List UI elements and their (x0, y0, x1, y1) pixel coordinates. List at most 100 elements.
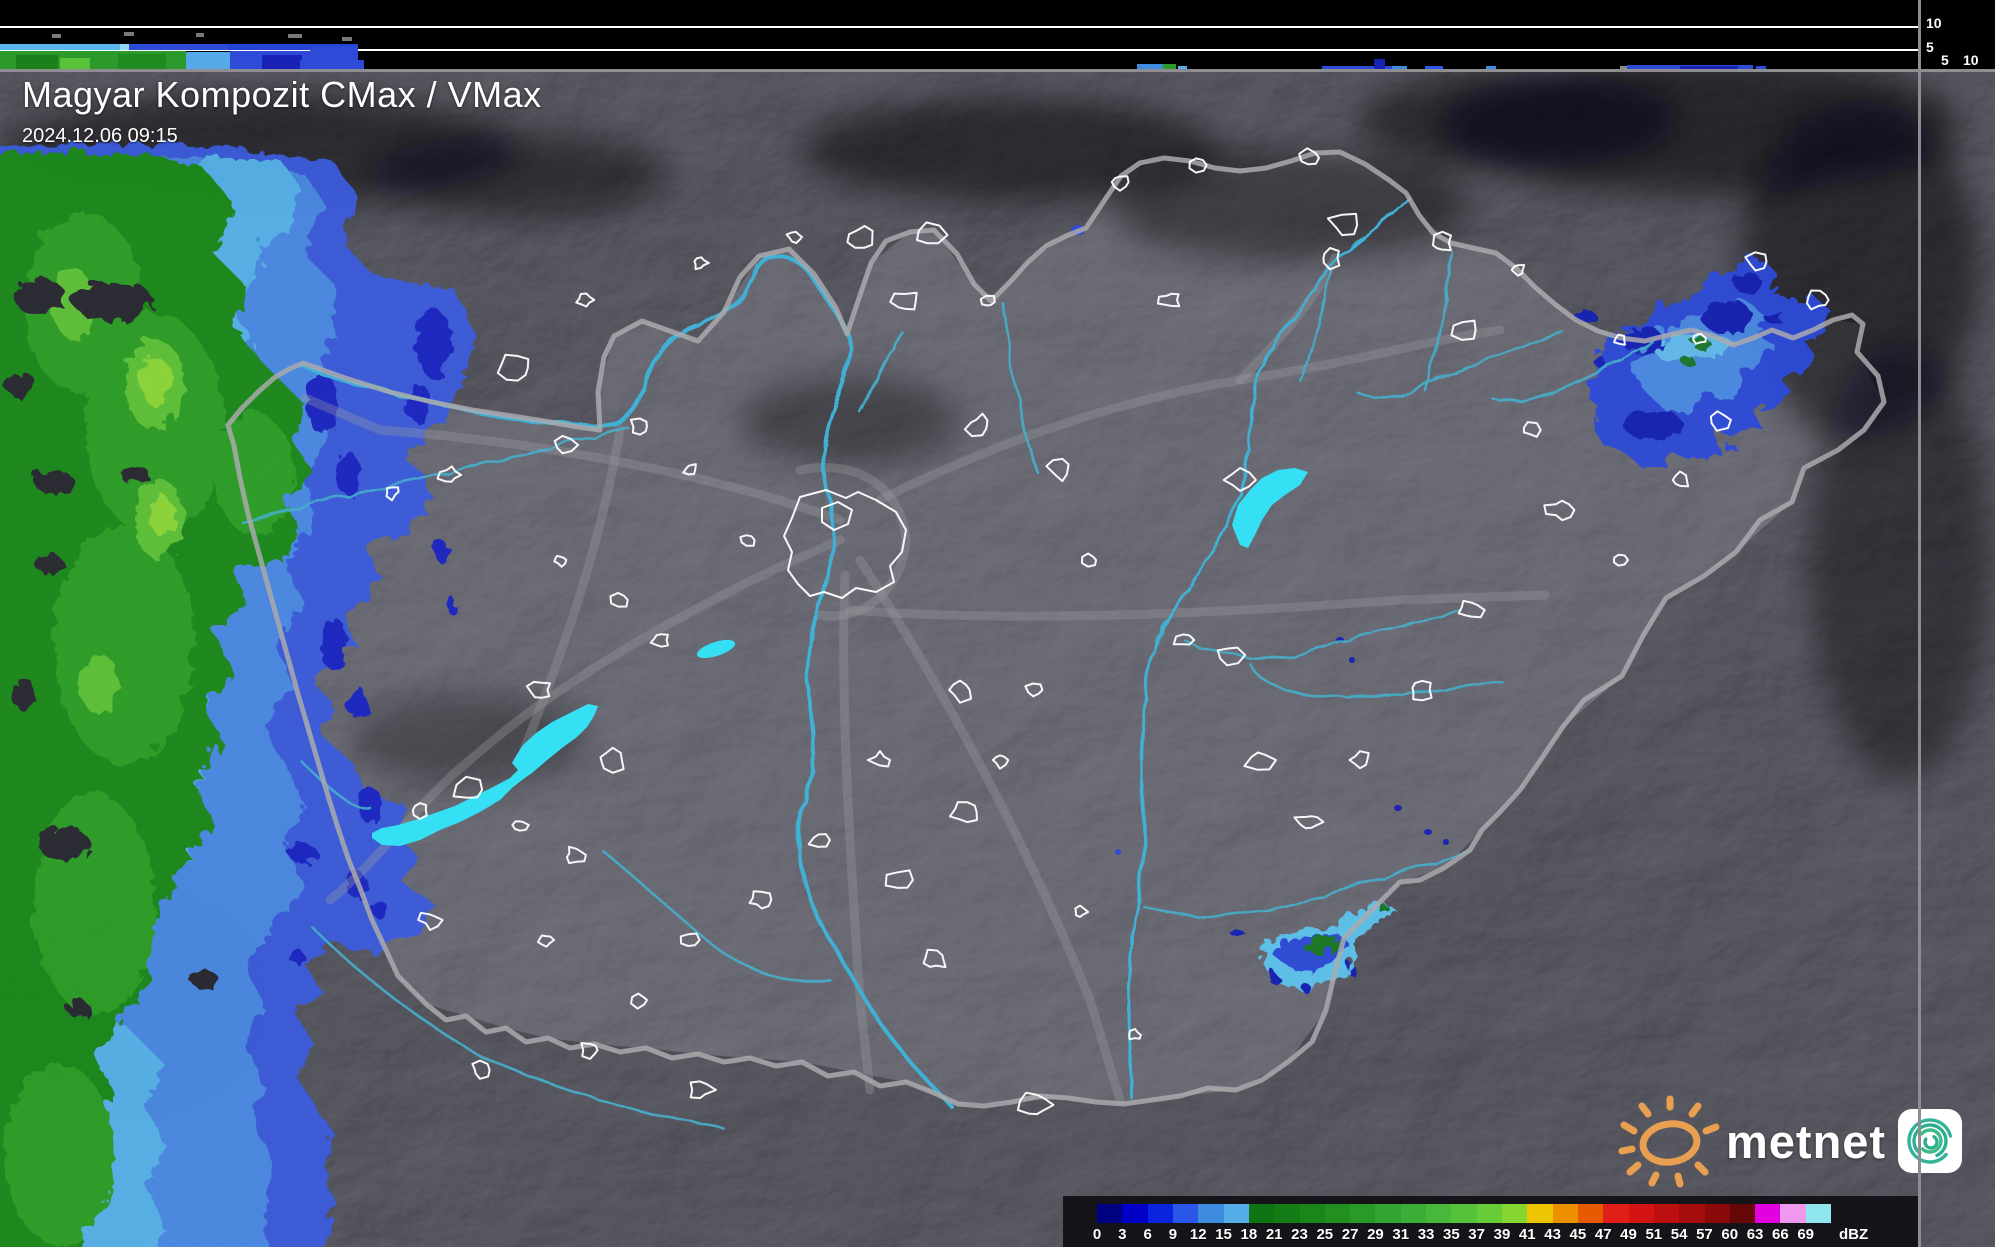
city-outline (649, 633, 669, 648)
legend-cell (1198, 1204, 1224, 1223)
top-profile-echo (186, 52, 230, 69)
side-scale-label-5: 5 (1941, 52, 1949, 68)
legend-cell (1755, 1204, 1781, 1223)
city-outline (630, 992, 648, 1010)
hungary-border (225, 149, 1887, 1109)
page-title: Magyar Kompozit CMax / VMax (22, 74, 542, 115)
legend-cell (1628, 1204, 1654, 1223)
lake-tisza (1232, 468, 1308, 548)
top-profile-echo (1322, 66, 1404, 69)
legend-cell (1552, 1204, 1578, 1223)
city-outline (471, 1059, 491, 1080)
legend-cell (1451, 1204, 1477, 1223)
legend-cell (1729, 1204, 1756, 1223)
legend-tick: 12 (1189, 1226, 1207, 1243)
city-outlines (385, 147, 1830, 1116)
precipitation-west-system (0, 140, 470, 1247)
legend-tick: 23 (1291, 1226, 1308, 1243)
legend-tick: 35 (1443, 1226, 1460, 1243)
city-outline (1110, 175, 1130, 192)
city-outline (689, 1080, 717, 1100)
legend-tick: 47 (1594, 1226, 1612, 1243)
lake-balaton (372, 704, 598, 846)
hungary-fill (228, 152, 1884, 1106)
city-outline (889, 291, 918, 311)
top-profile-echo (342, 37, 352, 41)
city-outline (599, 746, 625, 774)
legend-cell (1274, 1204, 1300, 1223)
city-outline (511, 820, 530, 832)
city-outline-budapest (783, 489, 907, 599)
city-outline (1709, 410, 1732, 432)
legend-tick: 39 (1493, 1226, 1511, 1243)
city-outline (575, 292, 596, 308)
city-outline (679, 932, 701, 947)
city-outline (1222, 467, 1257, 492)
legend-tick: 57 (1696, 1226, 1713, 1243)
top-profile-echo (124, 32, 134, 36)
city-outline (1188, 157, 1208, 174)
height-line-10km (0, 26, 1918, 28)
legend-cell (1476, 1204, 1502, 1223)
tisza-river (1124, 194, 1410, 1098)
legend-unit-label: dBZ (1839, 1226, 1869, 1243)
legend-cell (1577, 1204, 1604, 1223)
legend-cell (1527, 1204, 1553, 1223)
city-outline (948, 679, 972, 704)
legend-tick: 54 (1670, 1226, 1688, 1243)
legend-cell (1147, 1204, 1173, 1223)
legend-cell (1324, 1204, 1351, 1223)
legend-tick: 9 (1168, 1226, 1178, 1243)
logo-text: metnet (1726, 1114, 1887, 1168)
city-outline (629, 417, 648, 436)
top-profile-echo (0, 44, 120, 50)
city-outline (884, 869, 914, 889)
legend-cell (1502, 1204, 1528, 1223)
legend-tick: 41 (1518, 1226, 1536, 1243)
strip-divider-horizontal (0, 69, 1995, 72)
danube-river (298, 251, 952, 1107)
city-outline (1522, 421, 1542, 438)
city-outline (1322, 247, 1341, 271)
city-outline (1806, 289, 1830, 311)
legend-cell (1172, 1204, 1199, 1223)
city-outline (948, 801, 978, 824)
legend-cell (1603, 1204, 1629, 1223)
city-outline (963, 412, 989, 438)
branding-block: metnet (1612, 1093, 1963, 1189)
city-outline (1045, 457, 1070, 483)
city-outline (1293, 815, 1325, 830)
city-outline (1024, 682, 1044, 698)
city-outline (1411, 679, 1433, 702)
legend-cell (1122, 1204, 1148, 1223)
metnet-app-icon (1898, 1109, 1963, 1173)
city-outline (922, 948, 947, 969)
dbz-color-scale-legend: dBZ 0 3 6 9 12 15 18 21 23 25 27 29 31 33 35 37 39 41 43 45… (1063, 1196, 1918, 1247)
city-outline (496, 353, 530, 382)
legend-cell (1653, 1204, 1680, 1223)
legend-tick: 15 (1215, 1226, 1232, 1243)
legend-cell (1805, 1204, 1832, 1223)
top-profile-echo (227, 44, 358, 50)
city-outline (1326, 212, 1359, 237)
city-outline (1156, 292, 1181, 308)
city-outline (1016, 1091, 1055, 1116)
city-outline (609, 591, 629, 608)
city-outline (580, 1042, 599, 1060)
top-profile-echo (262, 55, 302, 69)
city-outline (411, 802, 428, 820)
legend-tick: 37 (1468, 1226, 1485, 1243)
city-outline (821, 501, 853, 531)
city-outline (537, 934, 556, 948)
city-outline (1613, 333, 1626, 346)
top-profile-echo (1163, 64, 1176, 69)
legend-tick: 66 (1772, 1226, 1789, 1243)
legend-tick: 63 (1746, 1226, 1764, 1243)
top-profile-echo (300, 60, 364, 69)
city-outline (553, 434, 580, 455)
hungary-radar-map (0, 72, 1995, 1247)
legend-tick: 6 (1143, 1226, 1152, 1243)
city-outline (1510, 264, 1526, 277)
legend-cell (1299, 1204, 1325, 1223)
